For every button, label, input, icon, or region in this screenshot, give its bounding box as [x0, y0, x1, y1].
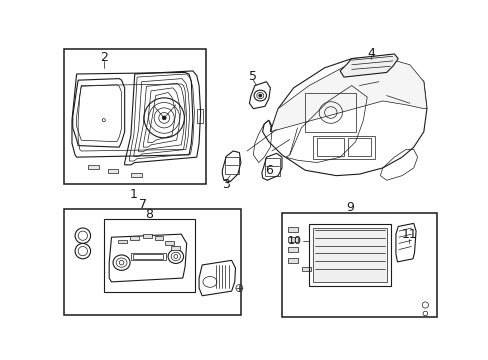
Bar [107, 169, 118, 173]
Bar [312, 228, 386, 282]
Text: 3: 3 [222, 177, 230, 190]
Bar [264, 158, 280, 176]
Text: 4: 4 [366, 47, 374, 60]
Bar [130, 236, 138, 239]
Bar [164, 241, 173, 245]
Bar [155, 237, 163, 240]
Text: 6: 6 [264, 164, 272, 177]
Text: 8: 8 [144, 208, 152, 221]
Bar [347, 138, 370, 156]
Bar [308, 224, 390, 286]
Bar [143, 234, 151, 238]
Bar [287, 258, 297, 263]
Bar [64, 209, 241, 315]
Ellipse shape [162, 116, 166, 120]
Text: 7: 7 [138, 198, 146, 211]
Bar [196, 109, 203, 122]
Bar [312, 136, 374, 159]
Text: 10: 10 [287, 236, 302, 246]
Bar [88, 165, 99, 170]
Bar [282, 213, 436, 316]
Bar [131, 253, 165, 260]
Text: 1: 1 [130, 188, 138, 201]
Text: 2: 2 [100, 50, 107, 64]
Bar [302, 266, 311, 271]
Text: 11: 11 [401, 229, 416, 242]
Bar [287, 227, 297, 232]
Text: 9: 9 [346, 201, 353, 214]
Bar [171, 246, 179, 249]
Bar [103, 219, 195, 292]
Bar [287, 237, 297, 242]
Text: 5: 5 [249, 70, 257, 83]
Bar [225, 157, 238, 174]
Polygon shape [270, 57, 426, 132]
Bar [118, 239, 127, 243]
Polygon shape [340, 54, 397, 77]
Bar [131, 172, 142, 177]
Bar [305, 93, 355, 132]
Bar [64, 49, 205, 184]
Bar [133, 254, 163, 259]
Bar [287, 247, 297, 252]
Ellipse shape [258, 94, 261, 97]
Bar [316, 138, 343, 156]
Bar [314, 269, 323, 274]
